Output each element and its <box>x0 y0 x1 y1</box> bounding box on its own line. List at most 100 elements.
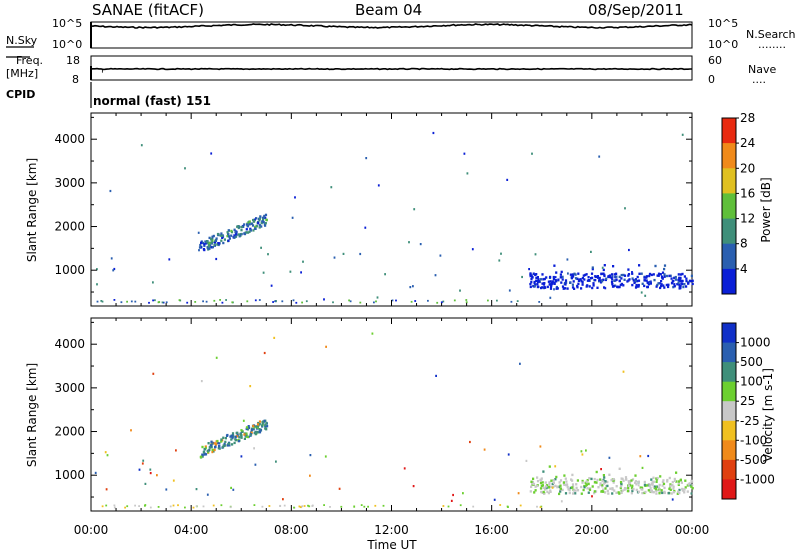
colorbar-frame <box>721 322 737 500</box>
range-cell <box>586 487 589 490</box>
range-cell <box>261 422 264 425</box>
range-cell <box>309 454 312 457</box>
range-cell <box>606 480 609 484</box>
range-cell <box>640 291 643 294</box>
range-cell <box>667 491 670 495</box>
range-cell <box>690 274 693 278</box>
range-cell <box>227 232 230 236</box>
range-cell <box>249 228 252 232</box>
range-cell <box>237 439 240 443</box>
range-cell <box>239 233 242 237</box>
range-cell <box>670 277 673 280</box>
range-cell <box>548 483 551 486</box>
range-cell <box>106 454 109 457</box>
range-cell <box>648 274 651 278</box>
range-cell <box>235 232 238 235</box>
range-cell <box>204 240 207 243</box>
y-tick-label: 1000 <box>54 263 85 277</box>
range-cell <box>580 279 583 283</box>
range-cell <box>342 252 345 255</box>
range-cell <box>539 506 542 509</box>
range-cell <box>690 479 693 483</box>
range-cell <box>198 246 202 249</box>
range-cell <box>584 273 587 277</box>
range-cell <box>412 485 415 488</box>
range-cell <box>550 485 553 489</box>
range-cell <box>555 475 558 479</box>
range-cell <box>596 276 600 279</box>
x-ticks: 00:00 04:00 08:00 12:00 16:00 20:00 00:00 <box>74 113 710 537</box>
range-cell <box>149 468 152 471</box>
range-cell <box>560 281 563 284</box>
range-cell <box>252 218 255 222</box>
colorbar-tick-label: 100 <box>740 375 763 389</box>
range-cell <box>549 285 553 288</box>
range-cell <box>622 284 625 287</box>
range-cell <box>508 289 511 292</box>
range-cell <box>650 489 653 492</box>
range-cell <box>663 267 666 271</box>
beam-title: Beam 04 <box>355 1 422 19</box>
range-cell <box>675 480 678 483</box>
range-cell <box>253 504 256 506</box>
power-scatter <box>96 131 694 304</box>
range-cell <box>255 425 258 428</box>
range-cell <box>690 485 693 488</box>
range-cell <box>519 504 522 507</box>
range-cell <box>252 229 255 232</box>
range-cell <box>493 498 496 501</box>
colorbar-tick-label: 12 <box>740 212 755 226</box>
range-cell <box>576 479 579 482</box>
range-cell <box>575 483 578 486</box>
range-cell <box>562 482 566 486</box>
range-cell <box>238 436 241 439</box>
range-cell <box>273 336 276 339</box>
range-cell <box>450 499 453 502</box>
range-cell <box>246 225 249 228</box>
range-cell <box>391 299 394 302</box>
range-cell <box>251 224 255 227</box>
range-cell <box>678 488 681 492</box>
range-cell <box>641 486 644 489</box>
range-cell <box>559 484 562 487</box>
x-tick-label: 00:00 <box>675 523 710 537</box>
range-cell <box>536 484 539 488</box>
range-cell <box>606 484 609 488</box>
range-cell <box>340 505 343 508</box>
range-cell <box>213 299 216 302</box>
range-cell <box>533 491 536 494</box>
range-cell <box>543 277 546 281</box>
range-cell <box>157 506 160 508</box>
range-cell <box>325 345 327 348</box>
range-cell <box>530 281 533 284</box>
range-cell <box>549 489 552 492</box>
range-cell <box>298 505 301 508</box>
range-cell <box>545 486 548 490</box>
range-cell <box>235 233 238 236</box>
range-cell <box>258 423 261 426</box>
range-cell <box>609 487 612 490</box>
range-cell <box>257 431 260 434</box>
range-cell <box>203 452 206 455</box>
range-cell <box>233 235 236 239</box>
range-cell <box>237 233 240 236</box>
range-cell <box>639 455 642 458</box>
range-cell <box>211 448 214 451</box>
range-cell <box>572 492 575 495</box>
range-cell <box>540 490 543 494</box>
range-cell <box>376 296 379 299</box>
range-cell <box>589 487 592 490</box>
range-cell <box>654 487 657 491</box>
colorbar-frame <box>721 117 737 295</box>
range-cell <box>371 332 374 335</box>
range-cell <box>679 273 683 276</box>
range-cell <box>211 235 214 238</box>
colorbar-tick-label: 20 <box>740 161 755 175</box>
range-cell <box>659 273 662 276</box>
range-cell <box>558 492 561 496</box>
range-cell <box>541 273 544 276</box>
range-cell <box>635 483 638 486</box>
range-cell <box>243 232 246 235</box>
range-cell <box>637 279 641 282</box>
freq-strip-frame <box>90 55 693 81</box>
